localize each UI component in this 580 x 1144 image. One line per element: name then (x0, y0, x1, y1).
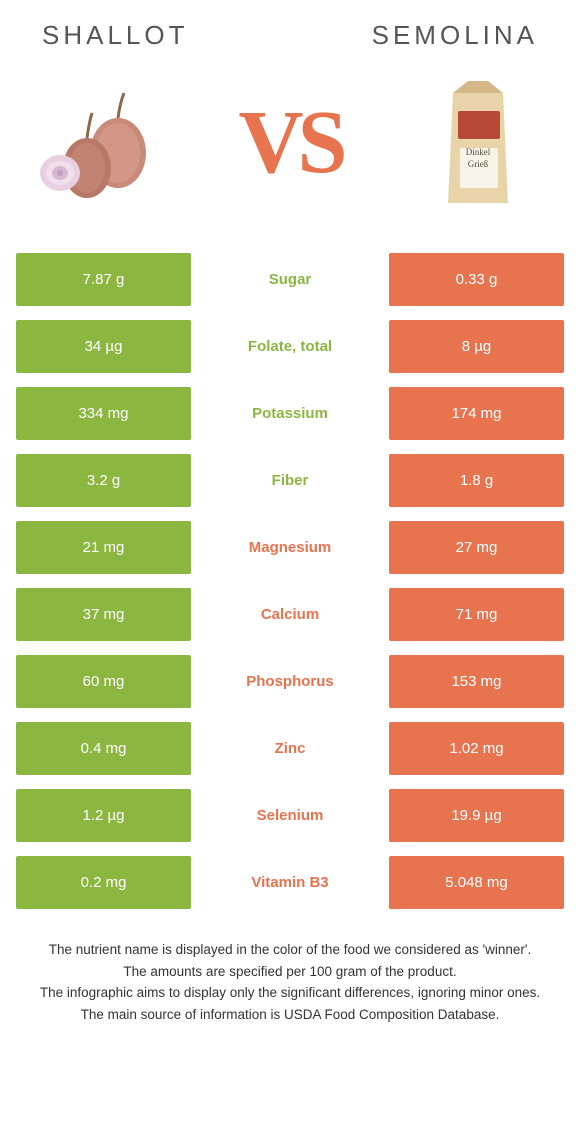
nutrient-label: Vitamin B3 (191, 856, 389, 909)
right-value-cell: 0.33 g (389, 253, 564, 306)
shallot-icon (32, 73, 172, 213)
nutrient-label: Magnesium (191, 521, 389, 574)
nutrient-label: Sugar (191, 253, 389, 306)
right-value-cell: 71 mg (389, 588, 564, 641)
left-value-cell: 3.2 g (16, 454, 191, 507)
footnote-line: The main source of information is USDA F… (24, 1004, 556, 1026)
nutrient-label: Zinc (191, 722, 389, 775)
left-value-cell: 0.2 mg (16, 856, 191, 909)
footnote-line: The infographic aims to display only the… (24, 982, 556, 1004)
right-value-cell: 8 µg (389, 320, 564, 373)
titles-row: Shallot Semolina (12, 20, 568, 51)
shallot-image (32, 73, 172, 213)
left-value-cell: 60 mg (16, 655, 191, 708)
left-value-cell: 0.4 mg (16, 722, 191, 775)
left-value-cell: 7.87 g (16, 253, 191, 306)
right-value-cell: 27 mg (389, 521, 564, 574)
svg-text:Dinkel: Dinkel (466, 147, 491, 157)
table-row: 3.2 gFiber1.8 g (16, 454, 564, 507)
semolina-icon: Dinkel Grieß (408, 73, 548, 213)
left-value-cell: 37 mg (16, 588, 191, 641)
nutrient-label: Folate, total (191, 320, 389, 373)
nutrient-label: Calcium (191, 588, 389, 641)
right-value-cell: 5.048 mg (389, 856, 564, 909)
table-row: 0.4 mgZinc1.02 mg (16, 722, 564, 775)
right-value-cell: 174 mg (389, 387, 564, 440)
left-value-cell: 21 mg (16, 521, 191, 574)
right-value-cell: 1.8 g (389, 454, 564, 507)
footnote-block: The nutrient name is displayed in the co… (12, 909, 568, 1025)
nutrient-label: Potassium (191, 387, 389, 440)
table-row: 334 mgPotassium174 mg (16, 387, 564, 440)
right-value-cell: 1.02 mg (389, 722, 564, 775)
vs-text: VS (238, 98, 341, 188)
left-value-cell: 334 mg (16, 387, 191, 440)
table-row: 1.2 µgSelenium19.9 µg (16, 789, 564, 842)
nutrient-label: Fiber (191, 454, 389, 507)
nutrient-label: Selenium (191, 789, 389, 842)
left-value-cell: 1.2 µg (16, 789, 191, 842)
semolina-image: Dinkel Grieß (408, 73, 548, 213)
infographic-root: Shallot Semolina VS (0, 0, 580, 1025)
footnote-line: The amounts are specified per 100 gram o… (24, 961, 556, 983)
table-row: 34 µgFolate, total8 µg (16, 320, 564, 373)
hero-row: VS Dinkel Grieß (12, 63, 568, 253)
left-title: Shallot (42, 20, 189, 51)
table-row: 37 mgCalcium71 mg (16, 588, 564, 641)
left-value-cell: 34 µg (16, 320, 191, 373)
table-row: 21 mgMagnesium27 mg (16, 521, 564, 574)
right-title: Semolina (372, 20, 538, 51)
right-value-cell: 19.9 µg (389, 789, 564, 842)
table-row: 7.87 gSugar0.33 g (16, 253, 564, 306)
nutrient-label: Phosphorus (191, 655, 389, 708)
comparison-table: 7.87 gSugar0.33 g34 µgFolate, total8 µg3… (12, 253, 568, 909)
table-row: 0.2 mgVitamin B35.048 mg (16, 856, 564, 909)
table-row: 60 mgPhosphorus153 mg (16, 655, 564, 708)
svg-text:Grieß: Grieß (468, 159, 489, 169)
right-value-cell: 153 mg (389, 655, 564, 708)
footnote-line: The nutrient name is displayed in the co… (24, 939, 556, 961)
